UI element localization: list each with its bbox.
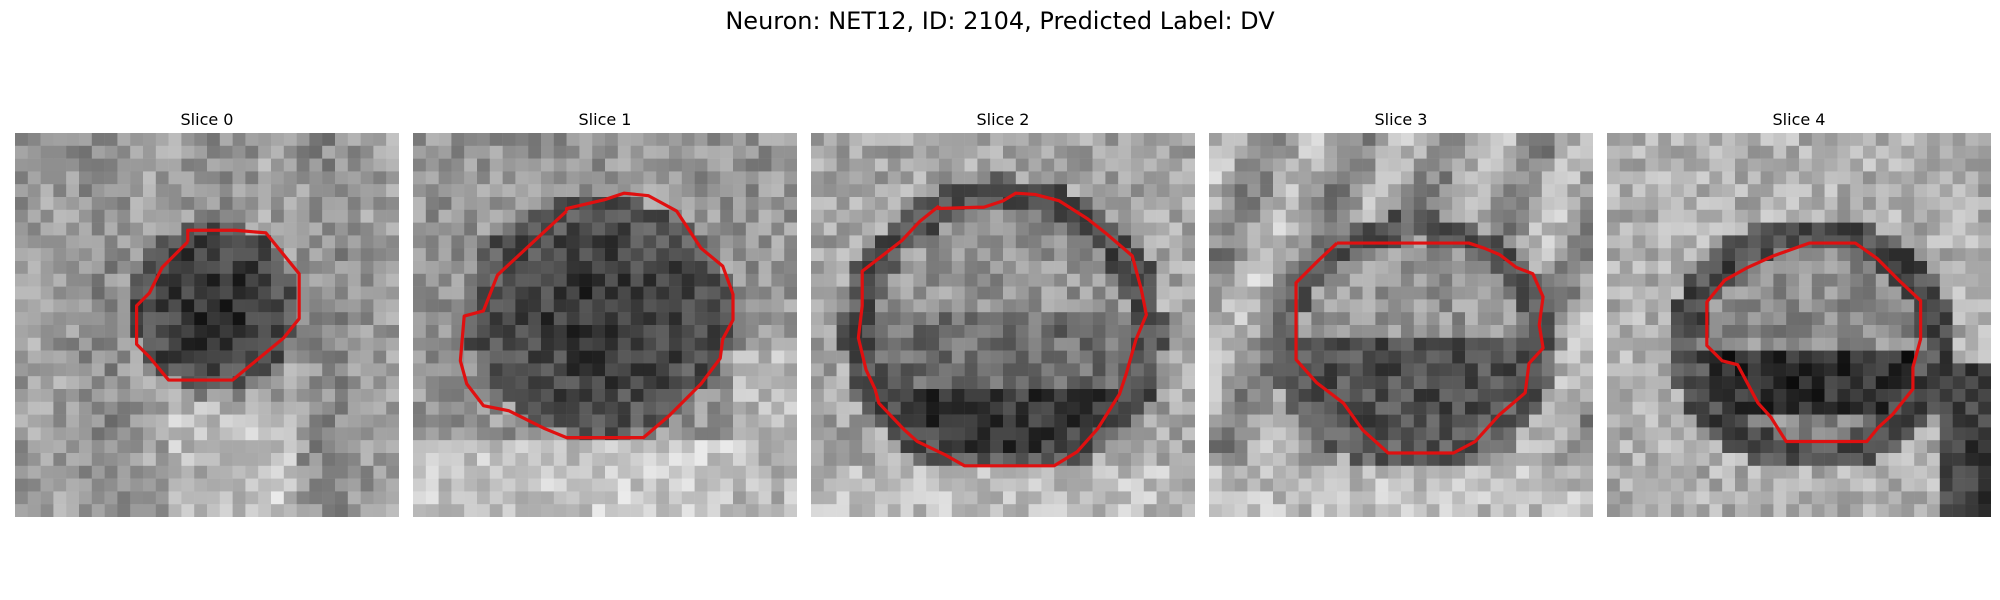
slice-title: Slice 0 (180, 110, 234, 129)
pixel-grid (811, 133, 1195, 517)
slice-image-4 (1607, 133, 1991, 517)
slice-panel-4: Slice 4 (1607, 107, 1991, 517)
contour-outline (1294, 241, 1545, 455)
contour-outline (1705, 241, 1923, 444)
pixel-grid (413, 133, 797, 517)
pixel-grid (1607, 133, 1991, 517)
slice-title: Slice 4 (1772, 110, 1826, 129)
slice-panel-0: Slice 0 (15, 107, 399, 517)
contour-outline (458, 191, 735, 440)
slice-panel-3: Slice 3 (1209, 107, 1593, 517)
contour-outline (135, 228, 301, 382)
slice-title: Slice 1 (578, 110, 632, 129)
pixel-grid (15, 133, 399, 517)
pixel-grid (1209, 133, 1593, 517)
slice-title: Slice 3 (1374, 110, 1428, 129)
slice-panel-1: Slice 1 (413, 107, 797, 517)
slice-image-3 (1209, 133, 1593, 517)
slice-image-1 (413, 133, 797, 517)
figure-title: Neuron: NET12, ID: 2104, Predicted Label… (725, 7, 1275, 35)
slice-panel-2: Slice 2 (811, 107, 1195, 517)
slice-image-0 (15, 133, 399, 517)
slice-image-2 (811, 133, 1195, 517)
slice-title: Slice 2 (976, 110, 1030, 129)
contour-outline (856, 191, 1148, 468)
